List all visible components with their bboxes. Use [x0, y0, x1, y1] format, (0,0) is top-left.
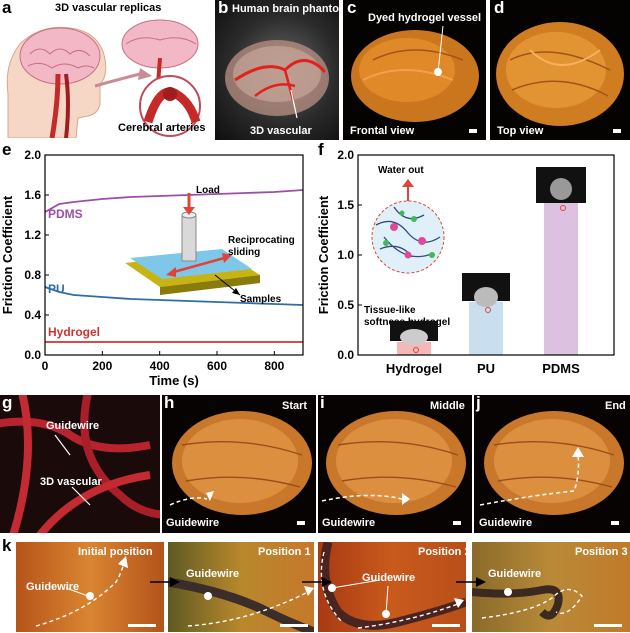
- category-label: PU: [477, 361, 495, 376]
- y-axis-label: Friction Coefficient: [316, 195, 331, 314]
- y-tick-label: 2.0: [337, 148, 354, 162]
- series-line-pu: [44, 286, 304, 306]
- x-tick-label: 800: [264, 359, 284, 373]
- scale-bar: [280, 624, 308, 627]
- droplet-images: [390, 167, 586, 345]
- hydrogel-network-schematic: [371, 179, 445, 274]
- scale-bar: [128, 624, 156, 627]
- k-frame-guidewire-label: Guidewire: [26, 581, 80, 593]
- tribometer-inset: [125, 193, 260, 296]
- arrow-icon: [456, 577, 486, 587]
- panel-b-caption: 3D vascular: [250, 125, 312, 137]
- hydrogel-vessel-frontal-photo: [343, 0, 486, 140]
- category-label: PDMS: [542, 361, 580, 376]
- panel-c-caption: Frontal view: [350, 125, 415, 137]
- guidewire-end-photo: [474, 395, 630, 533]
- microscopy-frame-2: [318, 542, 466, 632]
- y-axis-label: Friction Coefficient: [0, 195, 15, 314]
- panel-label-d: d: [494, 0, 505, 17]
- scale-bar: [613, 129, 621, 133]
- y-tick-label: 1.0: [337, 248, 354, 262]
- k-frame-guidewire-label: Guidewire: [186, 568, 240, 580]
- panel-label-j: j: [476, 393, 481, 412]
- panel-i-stage: Middle: [430, 400, 465, 412]
- data-point: [560, 205, 566, 211]
- category-label: Hydrogel: [386, 361, 442, 376]
- data-point: [485, 307, 491, 313]
- panel-label-i: i: [320, 393, 325, 412]
- k-frame-title: Position 1: [258, 546, 311, 558]
- scale-bar: [594, 624, 622, 627]
- series-line-pdms: [44, 189, 304, 213]
- k-frame-guidewire-label: Guidewire: [488, 568, 542, 580]
- inset-load-label: Load: [196, 185, 220, 196]
- k-frame-guidewire-label: Guidewire: [362, 572, 416, 584]
- panel-label-h: h: [164, 393, 175, 412]
- series-label-hydrogel: Hydrogel: [48, 325, 100, 339]
- panel-label-b: b: [218, 0, 229, 17]
- panel-a-caption: Cerebral arteries: [118, 122, 206, 134]
- inset-samples-label: Samples: [240, 294, 282, 305]
- water-out-label: Water out: [378, 165, 424, 176]
- y-tick-label: 0.8: [24, 268, 41, 282]
- arrow-icon: [302, 577, 332, 587]
- y-tick-label: 0.0: [337, 348, 354, 362]
- y-tick-label: 1.2: [24, 228, 41, 242]
- y-tick-label: 0.0: [24, 348, 41, 362]
- panel-label-g: g: [2, 393, 13, 412]
- panel-label-f: f: [318, 140, 324, 159]
- panel-j-stage: End: [605, 400, 626, 412]
- series-label-pu: PU: [48, 282, 65, 296]
- x-tick-label: 0: [42, 359, 49, 373]
- panel-h-stage: Start: [282, 400, 308, 412]
- bar-pdms: [544, 200, 578, 355]
- guidewire-start-photo: [162, 395, 316, 533]
- panel-h-caption: Guidewire: [166, 517, 220, 529]
- microscopy-frame-initial: [16, 542, 164, 632]
- scale-bar: [611, 521, 619, 525]
- vascular-render: [0, 395, 160, 533]
- panel-g-vascular-label: 3D vascular: [40, 476, 102, 488]
- panel-label-e: e: [2, 140, 12, 159]
- panel-a-title: 3D vascular replicas: [55, 2, 162, 14]
- k-frame-title: Position 3: [575, 546, 628, 558]
- panel-d-caption: Top view: [497, 125, 544, 137]
- y-tick-label: 2.0: [24, 148, 41, 162]
- panel-i-caption: Guidewire: [322, 517, 376, 529]
- hydrogel-vessel-top-photo: [490, 0, 630, 140]
- y-tick-label: 1.5: [337, 198, 354, 212]
- panel-j-caption: Guidewire: [479, 517, 533, 529]
- scale-bar: [297, 521, 305, 525]
- inset-sliding-label: Reciprocating sliding: [228, 235, 295, 258]
- k-frame-title: Initial position: [78, 546, 153, 558]
- x-axis-label: Time (s): [149, 373, 199, 388]
- panel-b-title: Human brain phantom: [232, 3, 349, 15]
- arrow-icon: [150, 577, 180, 587]
- panel-label-a: a: [2, 0, 12, 17]
- friction-time-chart: 0 200 400 600 800 0.0 0.4 0.8 1.2 1.6 2.0 Time (s)…: [0, 148, 304, 388]
- panel-c-title: Dyed hydrogel vessel: [368, 12, 482, 24]
- y-tick-label: 1.6: [24, 188, 41, 202]
- data-point: [413, 347, 419, 353]
- guidewire-middle-photo: [318, 395, 472, 533]
- panel-g-guidewire-label: Guidewire: [46, 420, 100, 432]
- scale-bar: [469, 129, 477, 133]
- series-label-pdms: PDMS: [48, 207, 83, 221]
- panel-label-c: c: [347, 0, 357, 17]
- panel-label-k: k: [2, 536, 12, 555]
- microscopy-frame-3: [472, 542, 630, 632]
- scale-bar: [453, 521, 461, 525]
- friction-bar-chart: 0.0 0.5 1.0 1.5 2.0 Friction Coefficient Hyd…: [316, 148, 615, 376]
- x-tick-label: 600: [207, 359, 227, 373]
- x-tick-label: 200: [92, 359, 112, 373]
- y-tick-label: 0.4: [24, 308, 41, 322]
- scale-bar: [432, 624, 460, 627]
- x-tick-label: 400: [150, 359, 170, 373]
- brain-phantom-photo: [215, 0, 339, 140]
- cerebral-artery-illustration: [6, 19, 201, 138]
- y-tick-label: 0.5: [337, 298, 354, 312]
- k-frame-title: Position 2: [418, 546, 471, 558]
